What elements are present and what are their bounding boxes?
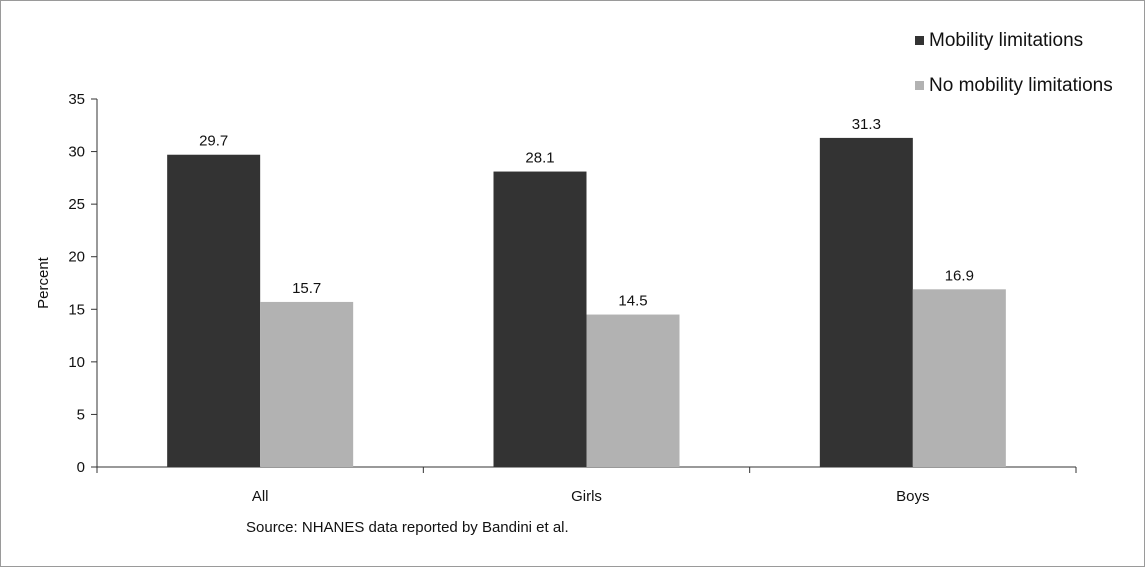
y-tick-label: 25 <box>68 196 85 213</box>
data-label: 28.1 <box>525 150 554 167</box>
legend-label: Mobility limitations <box>929 30 1083 51</box>
bar-girls-series-1 <box>493 171 587 467</box>
y-tick-label: 30 <box>68 144 85 161</box>
y-tick-label: 35 <box>68 91 85 108</box>
x-tick-labels: All Girls Boys <box>252 488 930 505</box>
bar-all-series-2 <box>260 301 354 467</box>
data-label: 14.5 <box>618 293 647 310</box>
y-tick-label: 0 <box>77 459 85 476</box>
bar-all-series-1 <box>167 154 261 467</box>
x-tick-label: Girls <box>571 488 602 505</box>
data-label: 16.9 <box>945 267 974 284</box>
y-tick-label: 10 <box>68 354 85 371</box>
legend-swatch <box>915 81 924 90</box>
source-note: Source: NHANES data reported by Bandini … <box>246 519 569 536</box>
bar-boys-series-1 <box>819 137 913 467</box>
legend-label: No mobility limitations <box>929 75 1113 96</box>
legend-swatch <box>915 36 924 45</box>
y-tick-label: 15 <box>68 301 85 318</box>
data-label: 15.7 <box>292 280 321 297</box>
y-axis-title: Percent <box>35 256 52 309</box>
data-label: 29.7 <box>199 133 228 150</box>
bars: 29.7 15.7 28.1 14.5 31.3 16.9 <box>167 116 1006 467</box>
x-tick-label: All <box>252 488 269 505</box>
data-label: 31.3 <box>852 116 881 133</box>
y-tick-label: 5 <box>77 406 85 423</box>
x-tick-label: Boys <box>896 488 929 505</box>
bar-girls-series-2 <box>586 314 680 467</box>
y-tick-label: 20 <box>68 249 85 266</box>
legend: Mobility limitations No mobility limitati… <box>915 30 1113 96</box>
bar-boys-series-2 <box>912 289 1006 467</box>
